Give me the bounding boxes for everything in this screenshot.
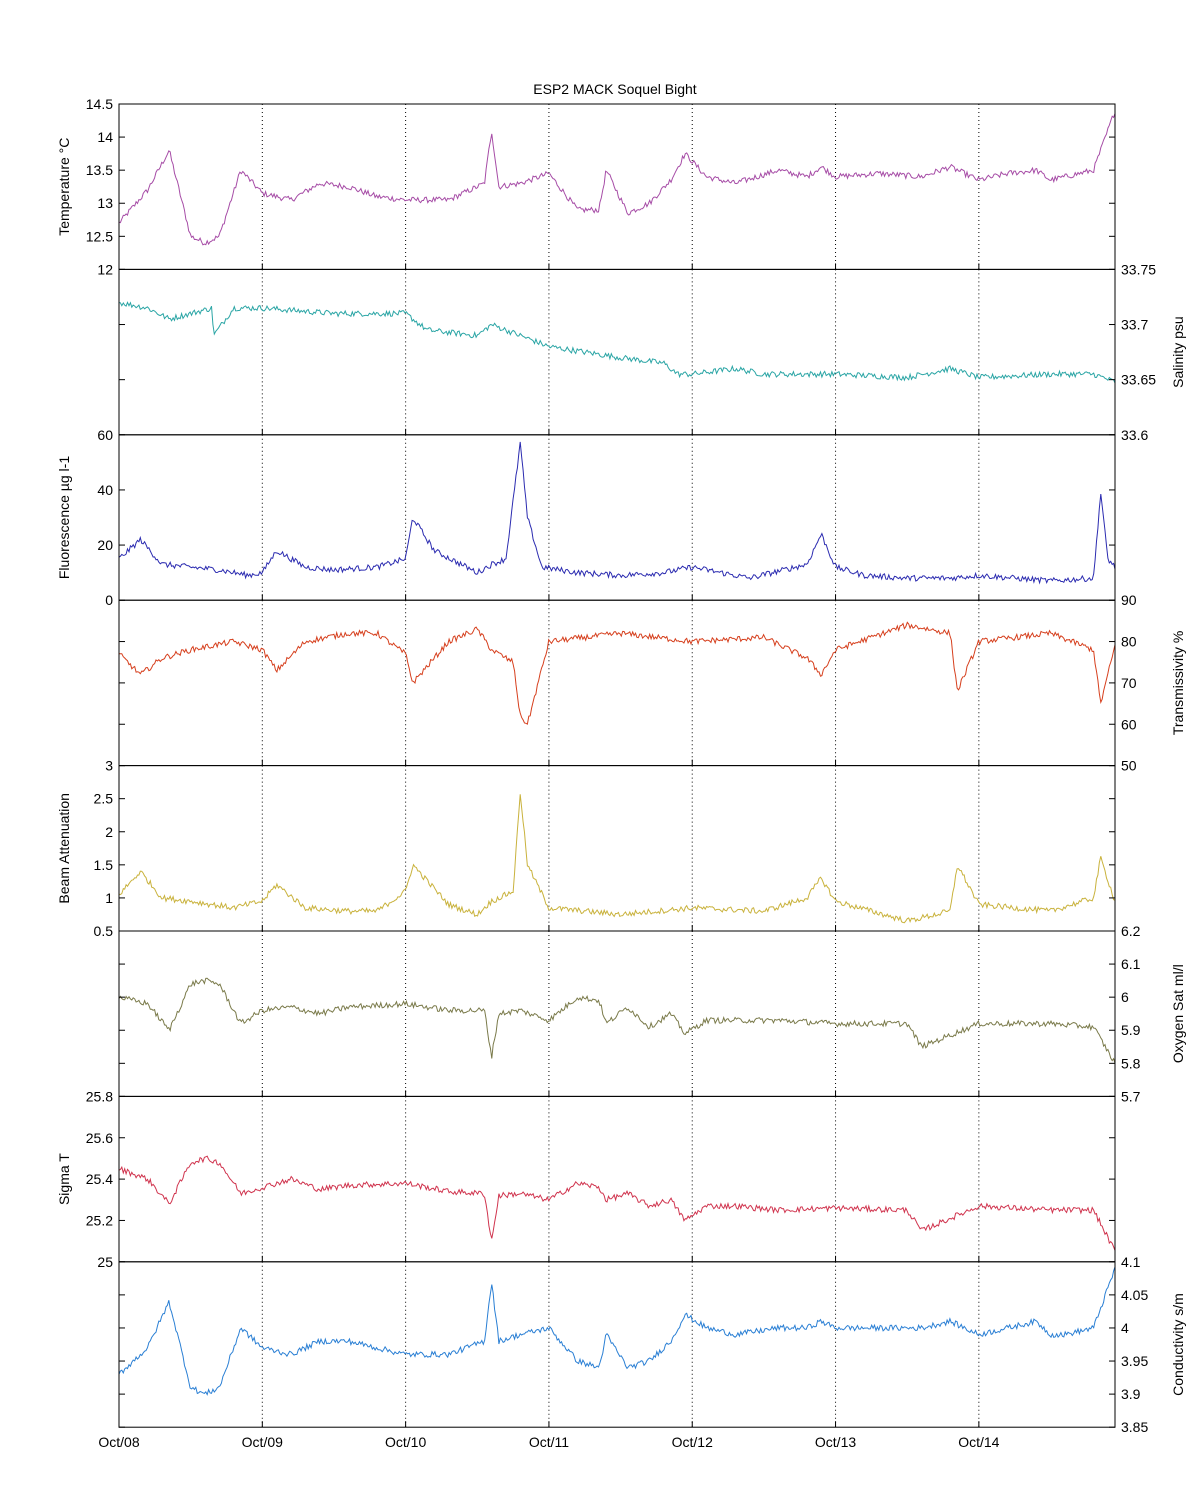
y-tick-label: 3 — [105, 758, 113, 774]
panel-5: 0.5 1 1.5 2 2.5 3 Beam Attenuation — [56, 758, 1116, 939]
y-tick-label: 25.4 — [86, 1171, 113, 1187]
y-tick-label: 25.8 — [86, 1088, 113, 1104]
y-tick-label: 70 — [1121, 675, 1137, 691]
y-tick-label: 1 — [105, 890, 113, 906]
y-tick-label: 2.5 — [94, 791, 114, 807]
x-tick-label: Oct/13 — [815, 1434, 856, 1450]
y-axis-label: Salinity psu — [1170, 316, 1186, 388]
y-tick-label: 12 — [97, 261, 113, 277]
y-axis-label: Transmissivity % — [1170, 631, 1186, 736]
x-tick-label: Oct/09 — [242, 1434, 283, 1450]
x-tick-label: Oct/11 — [529, 1434, 569, 1450]
y-tick-label: 25.2 — [86, 1212, 113, 1228]
y-tick-label: 5.7 — [1121, 1088, 1141, 1104]
y-tick-label: 6 — [1121, 989, 1129, 1005]
panel-4: 50 60 70 80 90 Transmissivity % — [118, 592, 1186, 774]
x-tick-label: Oct/12 — [672, 1434, 713, 1450]
chart-title: ESP2 MACK Soquel Bight — [533, 81, 697, 97]
y-tick-label: 80 — [1121, 634, 1137, 650]
panel-2: 33.6 33.65 33.7 33.75 Salinity psu — [118, 261, 1186, 443]
y-tick-label: 20 — [97, 537, 113, 553]
y-tick-label: 3.95 — [1121, 1353, 1148, 1369]
y-tick-label: 25.6 — [86, 1130, 113, 1146]
series-line — [118, 1266, 1116, 1396]
y-axis-label: Sigma T — [56, 1153, 72, 1205]
series-line — [118, 977, 1116, 1064]
x-tick-label: Oct/08 — [98, 1434, 139, 1450]
y-tick-label: 12.5 — [86, 228, 113, 244]
y-tick-label: 50 — [1121, 758, 1137, 774]
y-tick-label: 90 — [1121, 592, 1137, 608]
y-tick-label: 14 — [97, 129, 113, 145]
x-tick-label: Oct/10 — [385, 1434, 426, 1450]
y-axis-label: Conductivity s/m — [1170, 1293, 1186, 1396]
series-line — [118, 441, 1116, 585]
y-tick-label: 33.65 — [1121, 372, 1156, 388]
y-tick-label: 2 — [105, 824, 113, 840]
y-tick-label: 5.8 — [1121, 1055, 1141, 1071]
y-tick-label: 33.75 — [1121, 261, 1156, 277]
y-tick-label: 3.9 — [1121, 1386, 1141, 1402]
y-tick-label: 13.5 — [86, 162, 113, 178]
y-tick-label: 0 — [105, 592, 113, 608]
y-axis-label: Beam Attenuation — [56, 793, 72, 904]
y-axis-label: Fluorescence µg l-1 — [56, 456, 72, 579]
y-tick-label: 6.2 — [1121, 923, 1141, 939]
y-axis-label: Oxygen Sat ml/l — [1170, 964, 1186, 1063]
series-line — [118, 1155, 1116, 1251]
panel-8: 3.85 3.9 3.95 4 4.05 4.1 Conductivity s/m — [118, 1254, 1186, 1435]
y-tick-label: 4.05 — [1121, 1287, 1148, 1303]
y-tick-label: 60 — [97, 427, 113, 443]
series-line — [118, 301, 1116, 384]
y-tick-label: 13 — [97, 195, 113, 211]
axes-box — [118, 1261, 1116, 1428]
y-tick-label: 33.7 — [1121, 317, 1148, 333]
series-line — [118, 794, 1116, 924]
panel-3: 0 20 40 60 Fluorescence µg l-1 — [56, 427, 1116, 608]
y-tick-label: 4.1 — [1121, 1254, 1141, 1270]
y-tick-label: 14.5 — [86, 96, 113, 112]
y-tick-label: 0.5 — [94, 923, 114, 939]
x-tick-label: Oct/14 — [958, 1434, 999, 1450]
y-tick-label: 6.1 — [1121, 956, 1141, 972]
y-tick-label: 3.85 — [1121, 1419, 1148, 1435]
y-tick-label: 33.6 — [1121, 427, 1148, 443]
y-axis-label: Temperature °C — [56, 138, 72, 236]
y-tick-label: 40 — [97, 482, 113, 498]
y-tick-label: 25 — [97, 1254, 113, 1270]
y-tick-label: 5.9 — [1121, 1022, 1141, 1038]
y-tick-label: 4 — [1121, 1320, 1129, 1336]
x-axis: Oct/08 Oct/09 Oct/10 Oct/11 Oct/12 Oct/13 Oct/… — [98, 1434, 999, 1450]
series-line — [118, 113, 1116, 246]
y-tick-label: 60 — [1121, 716, 1137, 732]
series-line — [118, 621, 1116, 725]
y-tick-label: 1.5 — [94, 857, 114, 873]
